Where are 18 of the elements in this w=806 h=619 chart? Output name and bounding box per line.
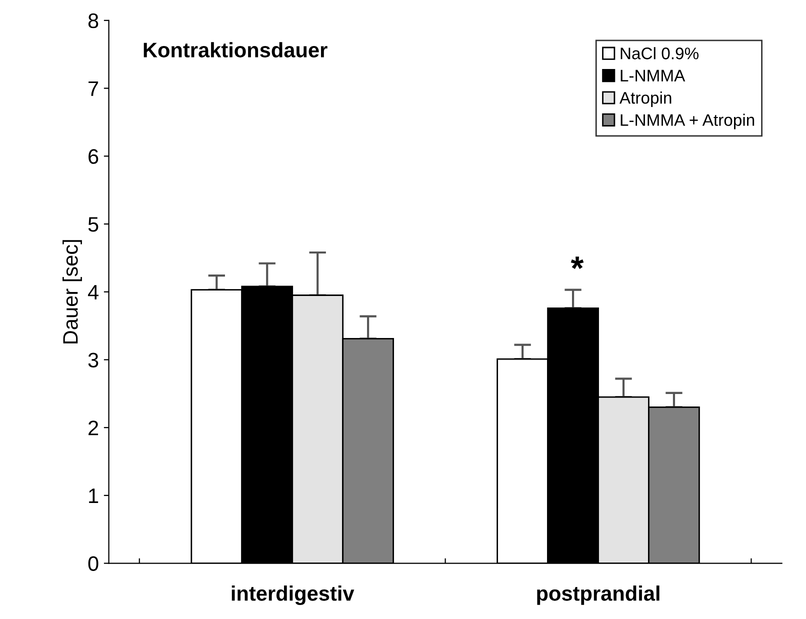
- legend-label: NaCl 0.9%: [620, 47, 699, 60]
- y-tick-label: 4: [88, 285, 98, 300]
- y-tick-label: 1: [89, 488, 98, 503]
- x-tick-label: interdigestiv: [232, 586, 354, 606]
- y-tick-label: 6: [88, 149, 98, 164]
- legend-label: L-NMMA + Atropin: [620, 114, 754, 130]
- annotation: *: [570, 256, 584, 269]
- y-tick-label: 3: [88, 352, 98, 368]
- legend-label: L-NMMA: [620, 70, 686, 82]
- y-tick-label: 5: [88, 217, 98, 232]
- text: Kontraktionsdauer: [144, 42, 328, 58]
- y-tick-label: 7: [88, 82, 98, 96]
- y-tick-label: 2: [88, 420, 98, 436]
- y-tick-label: 0: [88, 556, 98, 572]
- y-tick-label: 8: [88, 13, 98, 28]
- x-tick-label: postprandial: [537, 586, 660, 605]
- legend-label: Atropin: [619, 92, 672, 108]
- y-axis-title: Dauer [sec]: [62, 240, 82, 344]
